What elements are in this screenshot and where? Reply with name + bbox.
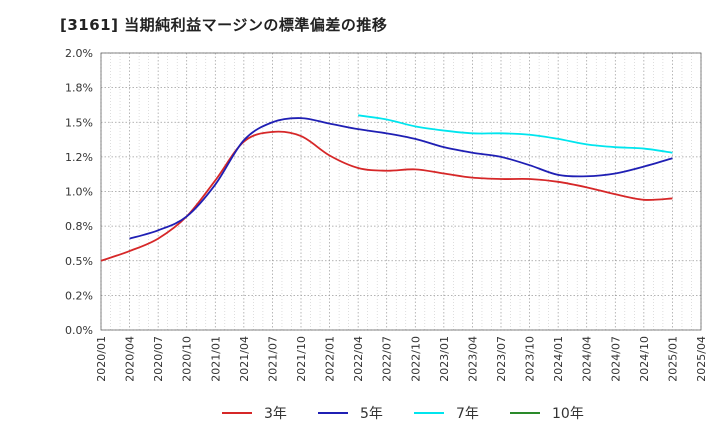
x-tick-label: 2021/07	[266, 336, 279, 382]
x-tick-label: 2021/01	[209, 336, 222, 382]
x-tick-label: 2020/10	[181, 336, 194, 382]
y-tick-label: 0.5%	[65, 255, 93, 268]
y-tick-label: 0.0%	[65, 324, 93, 337]
y-tick-label: 1.0%	[65, 186, 93, 199]
y-tick-label: 1.2%	[65, 151, 93, 164]
legend-label: 7年	[456, 406, 479, 422]
y-tick-label: 1.5%	[65, 116, 93, 129]
y-tick-label: 2.0%	[65, 47, 93, 60]
x-tick-label: 2020/04	[124, 336, 137, 382]
x-tick-label: 2020/01	[95, 336, 108, 382]
y-tick-label: 0.8%	[65, 220, 93, 233]
x-tick-label: 2023/10	[524, 336, 537, 382]
x-tick-label: 2023/01	[438, 336, 451, 382]
x-tick-label: 2021/04	[238, 336, 251, 382]
x-tick-label: 2022/01	[324, 336, 337, 382]
legend-label: 5年	[360, 406, 383, 422]
x-tick-label: 2020/07	[152, 336, 165, 382]
series-line-5年	[129, 117, 673, 240]
x-tick-label: 2024/07	[609, 336, 622, 382]
plot-frame	[100, 52, 702, 331]
x-tick-label: 2023/04	[466, 336, 479, 382]
x-tick-label: 2024/01	[552, 336, 565, 382]
x-tick-label: 2024/10	[638, 336, 651, 382]
series-line-7年	[358, 114, 673, 154]
y-tick-label: 1.8%	[65, 82, 93, 95]
x-tick-label: 2022/07	[381, 336, 394, 382]
y-tick-label: 0.2%	[65, 289, 93, 302]
x-tick-label: 2025/01	[666, 336, 679, 382]
x-tick-label: 2025/04	[695, 336, 708, 382]
legend-label: 3年	[264, 406, 287, 422]
series-line-3年	[100, 130, 673, 262]
x-tick-label: 2024/04	[581, 336, 594, 382]
x-tick-label: 2022/10	[409, 336, 422, 382]
chart-title: [3161] 当期純利益マージンの標準偏差の推移	[60, 16, 388, 34]
x-tick-label: 2023/07	[495, 336, 508, 382]
x-tick-label: 2021/10	[295, 336, 308, 382]
x-tick-label: 2022/04	[352, 336, 365, 382]
legend-label: 10年	[552, 406, 584, 422]
